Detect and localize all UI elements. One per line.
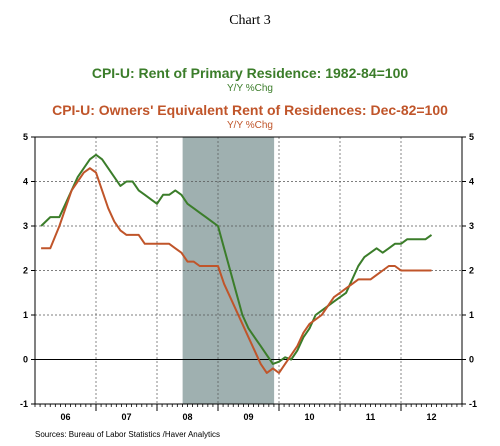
series-2-subtitle: Y/Y %Chg xyxy=(227,120,273,131)
y-tick-label-left: 0 xyxy=(23,355,28,365)
x-tick-label: 09 xyxy=(243,412,253,422)
x-tick-label: 10 xyxy=(304,412,314,422)
y-tick-label-right: 4 xyxy=(469,177,474,187)
y-tick-label-right: 2 xyxy=(469,266,474,276)
series-2-title: CPI-U: Owners' Equivalent Rent of Reside… xyxy=(52,102,448,118)
x-tick-label: 07 xyxy=(121,412,131,422)
series-1-title: CPI-U: Rent of Primary Residence: 1982-8… xyxy=(92,65,409,81)
y-tick-label-right: 3 xyxy=(469,221,474,231)
y-tick-label-left: 5 xyxy=(23,132,28,142)
y-tick-label-right: 5 xyxy=(469,132,474,142)
y-tick-label-right: 1 xyxy=(469,310,474,320)
series-1-subtitle: Y/Y %Chg xyxy=(227,83,273,94)
x-tick-label: 12 xyxy=(426,412,436,422)
plot-area: -1 -10 01 12 23 34 45 506 07 08 09 10 11 12 xyxy=(20,132,477,422)
y-tick-label-left: 4 xyxy=(23,177,28,187)
x-tick-label: 11 xyxy=(366,412,376,422)
series-line-1 xyxy=(40,153,433,365)
y-tick-label-left: 1 xyxy=(23,310,28,320)
y-tick-label-right: 0 xyxy=(469,355,474,365)
y-tick-label-left: -1 xyxy=(20,399,28,409)
series-line-2 xyxy=(41,167,432,374)
y-tick-label-left: 3 xyxy=(23,221,28,231)
x-tick-label: 06 xyxy=(60,412,70,422)
source-note: Sources: Bureau of Labor Statistics /Hav… xyxy=(35,430,220,439)
chart-title: Chart 3 xyxy=(229,13,271,28)
y-tick-label-left: 2 xyxy=(23,266,28,276)
x-tick-label: 08 xyxy=(182,412,192,422)
y-tick-label-right: -1 xyxy=(469,399,477,409)
